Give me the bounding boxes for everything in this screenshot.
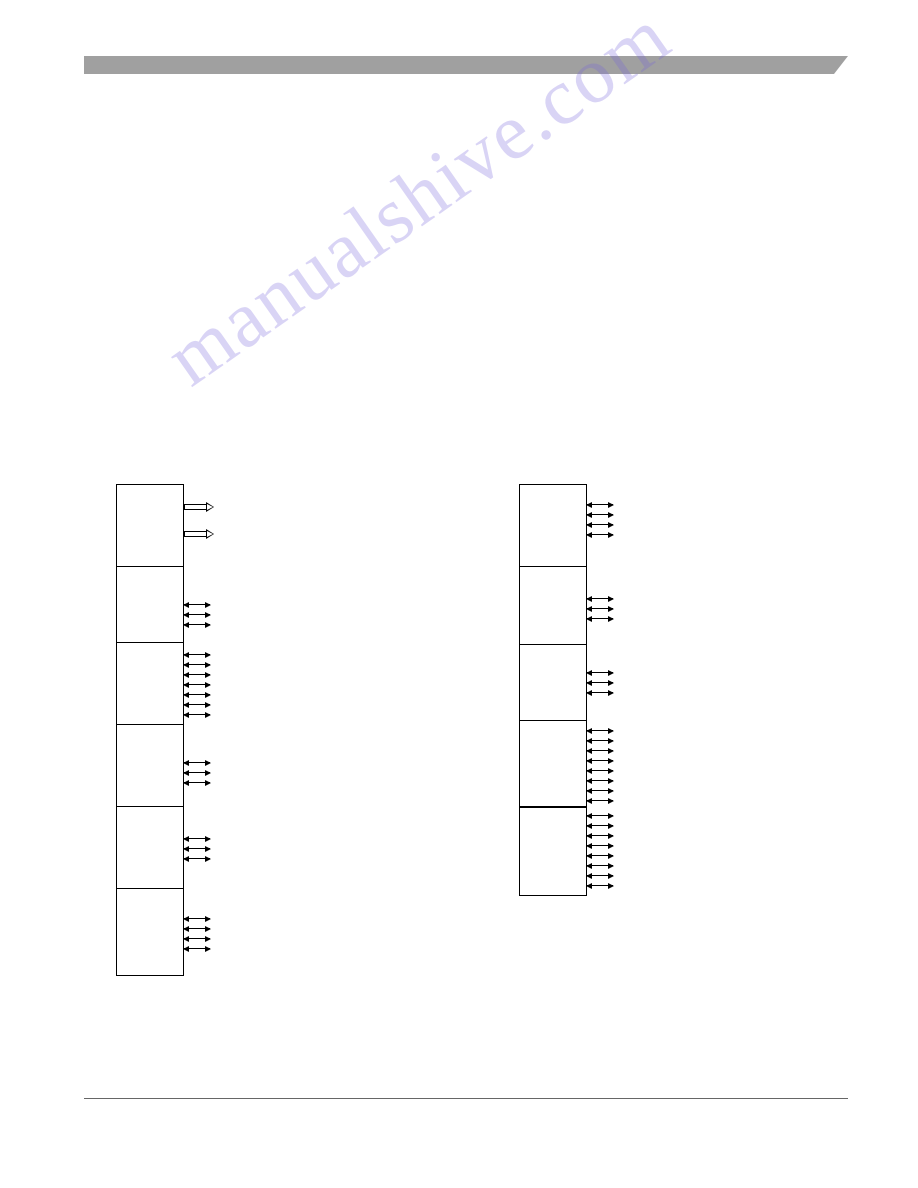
double-arrow-icon xyxy=(587,514,613,515)
double-arrow-icon xyxy=(587,825,613,826)
double-arrow-icon xyxy=(184,714,210,715)
hollow-arrow-icon xyxy=(184,502,214,512)
stack-cell xyxy=(520,485,586,567)
double-arrow-icon xyxy=(184,614,210,615)
double-arrow-icon xyxy=(184,772,210,773)
double-arrow-icon xyxy=(184,674,210,675)
double-arrow-icon xyxy=(184,694,210,695)
double-arrow-icon xyxy=(184,928,210,929)
double-arrow-icon xyxy=(587,885,613,886)
double-arrow-icon xyxy=(587,672,613,673)
header-bar xyxy=(84,56,834,74)
double-arrow-icon xyxy=(587,618,613,619)
double-arrow-icon xyxy=(587,770,613,771)
stack-cell xyxy=(520,567,586,645)
double-arrow-icon xyxy=(587,790,613,791)
double-arrow-icon xyxy=(184,624,210,625)
stack-cell xyxy=(117,725,183,807)
double-arrow-icon xyxy=(184,838,210,839)
double-arrow-icon xyxy=(587,692,613,693)
double-arrow-icon xyxy=(184,604,210,605)
double-arrow-icon xyxy=(587,682,613,683)
stack-cell xyxy=(117,567,183,643)
stack-cell xyxy=(117,643,183,725)
stack-cell xyxy=(520,808,586,895)
stack-cell xyxy=(117,807,183,889)
double-arrow-icon xyxy=(587,800,613,801)
double-arrow-icon xyxy=(587,730,613,731)
double-arrow-icon xyxy=(184,918,210,919)
double-arrow-icon xyxy=(587,855,613,856)
double-arrow-icon xyxy=(184,948,210,949)
double-arrow-icon xyxy=(587,750,613,751)
double-arrow-icon xyxy=(184,684,210,685)
double-arrow-icon xyxy=(184,858,210,859)
double-arrow-icon xyxy=(587,760,613,761)
double-arrow-icon xyxy=(587,740,613,741)
double-arrow-icon xyxy=(587,865,613,866)
double-arrow-icon xyxy=(184,848,210,849)
double-arrow-icon xyxy=(587,608,613,609)
double-arrow-icon xyxy=(184,704,210,705)
double-arrow-icon xyxy=(184,938,210,939)
diagram-left xyxy=(116,484,184,976)
double-arrow-icon xyxy=(587,835,613,836)
double-arrow-icon xyxy=(587,524,613,525)
double-arrow-icon xyxy=(587,598,613,599)
stack-cell xyxy=(117,889,183,975)
footer-line xyxy=(84,1098,848,1099)
hollow-arrow-icon xyxy=(184,529,214,539)
double-arrow-icon xyxy=(184,782,210,783)
stack-cell xyxy=(117,485,183,567)
double-arrow-icon xyxy=(184,762,210,763)
double-arrow-icon xyxy=(184,654,210,655)
double-arrow-icon xyxy=(587,504,613,505)
double-arrow-icon xyxy=(184,664,210,665)
double-arrow-icon xyxy=(587,815,613,816)
stack-cell xyxy=(520,645,586,721)
double-arrow-icon xyxy=(587,845,613,846)
double-arrow-icon xyxy=(587,875,613,876)
double-arrow-icon xyxy=(587,780,613,781)
diagram-right xyxy=(519,484,587,896)
stack-cell xyxy=(520,721,586,808)
double-arrow-icon xyxy=(587,534,613,535)
